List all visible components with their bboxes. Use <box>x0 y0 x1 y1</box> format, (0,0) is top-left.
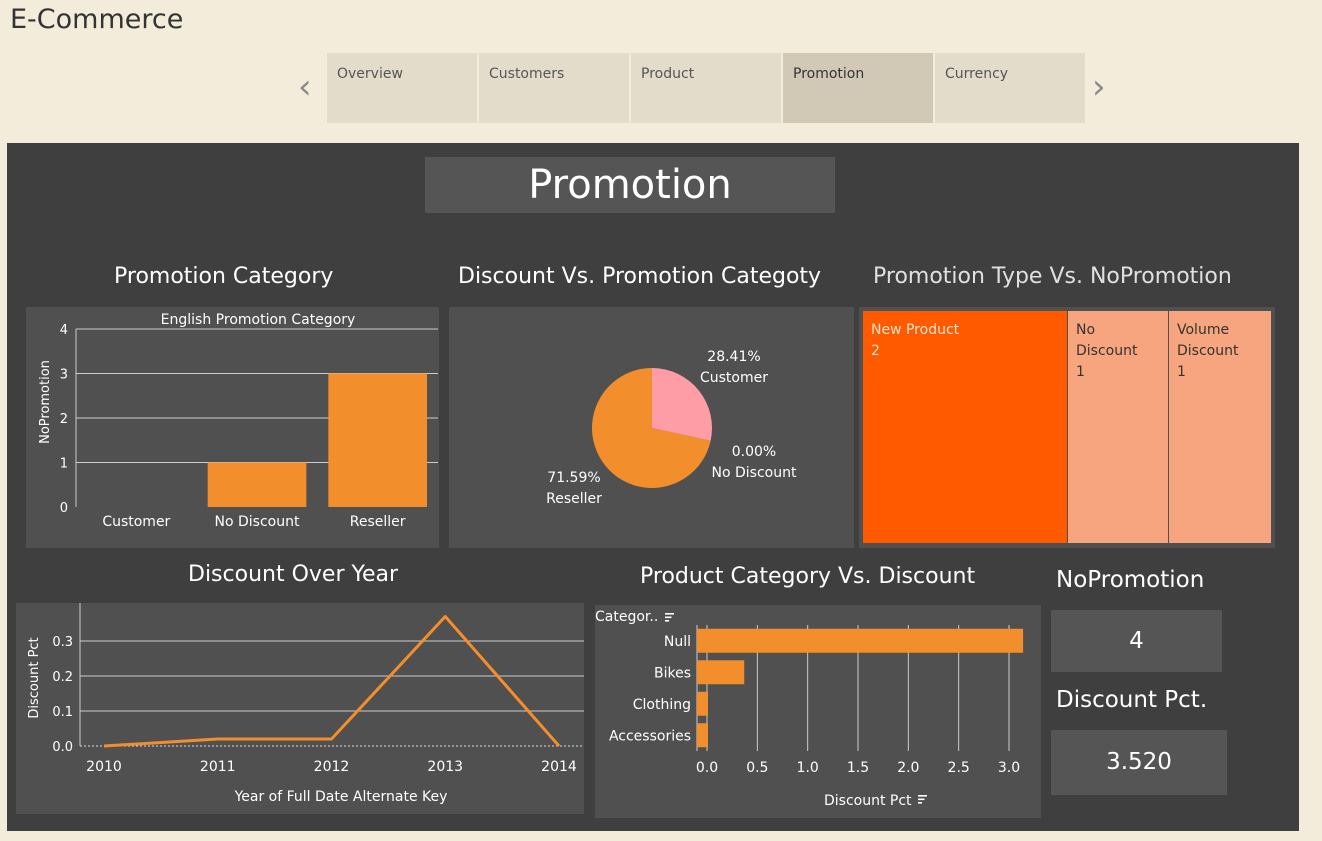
x-tick-label: 0.0 <box>696 760 718 776</box>
y-axis-label: Discount Pct <box>27 637 42 718</box>
discount-pie-panel: 28.41% Customer 0.00% No Discount 71.59%… <box>449 307 854 548</box>
treemap-cell-label: Volume Discount <box>1177 322 1239 359</box>
x-tick-label: No Discount <box>215 514 300 530</box>
y-tick-label: 0.0 <box>52 740 73 755</box>
x-tick-label: 2.0 <box>897 760 919 776</box>
x-axis-label: Year of Full Date Alternate Key <box>234 789 448 805</box>
x-tick-label: 2012 <box>314 759 350 775</box>
story-tabs: Overview Customers Product Promotion Cur… <box>327 53 1085 123</box>
page-title: Promotion <box>425 157 835 213</box>
x-axis-label: Discount Pct <box>824 793 912 809</box>
series-line <box>103 615 561 748</box>
pie-slice <box>652 368 712 441</box>
discount-over-year-title: Discount Over Year <box>188 562 399 587</box>
category-axis-header: Categor.. <box>595 609 658 625</box>
treemap-cell-label: New Product <box>871 322 960 338</box>
pie-label-customer: Customer <box>700 370 768 386</box>
y-tick-label: 0.3 <box>52 635 73 650</box>
treemap-cell-no-discount[interactable]: No Discount 1 <box>1068 311 1168 543</box>
bar <box>328 373 427 507</box>
chevron-right-icon[interactable]: › <box>1092 67 1106 107</box>
pie-label-reseller-pct: 71.59% <box>547 470 600 486</box>
y-tick-label: Clothing <box>633 697 691 713</box>
x-tick-label: 2010 <box>86 759 122 775</box>
treemap-cell-volume-discount[interactable]: Volume Discount 1 <box>1169 311 1271 543</box>
sort-icon[interactable] <box>665 613 674 622</box>
pie-label-reseller: Reseller <box>546 491 602 507</box>
sort-icon[interactable] <box>918 795 927 804</box>
dashboard: Promotion Promotion Category English Pro… <box>7 143 1299 831</box>
promotion-category-bar-chart[interactable]: English Promotion Category NoPromotion 0… <box>26 307 439 548</box>
x-tick-label: 2.5 <box>948 760 970 776</box>
pie-label-nodiscount-pct: 0.00% <box>732 444 776 460</box>
treemap-panel: New Product 2 No Discount 1 Volume Disco… <box>859 307 1275 548</box>
treemap-cell-value: 1 <box>1076 364 1085 380</box>
y-tick-label: 0.2 <box>52 670 73 685</box>
y-tick-label: 4 <box>60 323 68 338</box>
nopromotion-kpi-value: 4 <box>1051 610 1222 672</box>
discount-kpi-value: 3.520 <box>1051 730 1227 795</box>
promotion-category-panel: English Promotion Category NoPromotion 0… <box>26 307 439 548</box>
bar-chart-header: English Promotion Category <box>161 312 356 328</box>
chevron-left-icon[interactable]: ‹ <box>298 67 312 107</box>
bar <box>697 628 1024 653</box>
bar <box>697 691 709 716</box>
pie-label-customer-pct: 28.41% <box>707 349 760 365</box>
y-axis-label: NoPromotion <box>38 360 53 444</box>
discount-line-chart[interactable]: Discount Pct Year of Full Date Alternate… <box>16 603 584 814</box>
y-tick-label: 0 <box>60 501 68 516</box>
discount-pie-chart[interactable]: 28.41% Customer 0.00% No Discount 71.59%… <box>449 307 854 548</box>
bar <box>697 723 709 748</box>
x-tick-label: Reseller <box>350 514 406 530</box>
treemap-cell-label: No Discount <box>1076 322 1138 359</box>
y-tick-label: 3 <box>60 368 68 383</box>
tab-promotion[interactable]: Promotion <box>783 53 933 123</box>
x-tick-label: 2013 <box>427 759 463 775</box>
discount-kpi-label: Discount Pct. <box>1056 687 1208 713</box>
treemap-cell-value: 2 <box>871 343 880 359</box>
promotion-category-title: Promotion Category <box>114 264 334 289</box>
y-tick-label: Null <box>664 634 691 650</box>
bar <box>207 462 307 507</box>
x-tick-label: 1.0 <box>797 760 819 776</box>
x-tick-label: 2014 <box>541 759 577 775</box>
y-tick-label: 1 <box>60 457 68 472</box>
y-tick-label: 2 <box>60 412 68 427</box>
pie-label-nodiscount: No Discount <box>712 465 797 481</box>
x-tick-label: Customer <box>102 514 170 530</box>
pie-slice <box>592 368 711 488</box>
bar <box>697 660 745 685</box>
nopromotion-kpi-label: NoPromotion <box>1056 567 1205 593</box>
x-tick-label: 0.5 <box>746 760 768 776</box>
treemap-cell-new-product[interactable]: New Product 2 <box>863 311 1067 543</box>
y-tick-label: Bikes <box>654 665 691 681</box>
promotion-type-title: Promotion Type Vs. NoPromotion <box>873 264 1232 289</box>
x-tick-label: 2011 <box>200 759 236 775</box>
y-tick-label: 0.1 <box>52 705 73 720</box>
y-tick-label: Accessories <box>609 728 691 744</box>
treemap-cell-value: 1 <box>1177 364 1186 380</box>
tab-currency[interactable]: Currency <box>935 53 1085 123</box>
x-tick-label: 3.0 <box>998 760 1020 776</box>
product-category-title: Product Category Vs. Discount <box>640 564 976 589</box>
tab-overview[interactable]: Overview <box>327 53 477 123</box>
product-category-panel: Categor.. Discount Pct 0.0 0.5 1.0 1.5 2.0 2.… <box>595 605 1041 818</box>
tab-product[interactable]: Product <box>631 53 781 123</box>
tab-customers[interactable]: Customers <box>479 53 629 123</box>
product-category-bar-chart[interactable]: Categor.. Discount Pct 0.0 0.5 1.0 1.5 2.0 2.… <box>595 605 1041 818</box>
app-title: E-Commerce <box>10 4 184 35</box>
discount-line-panel: Discount Pct Year of Full Date Alternate… <box>16 603 584 814</box>
discount-vs-category-title: Discount Vs. Promotion Categoty <box>458 264 822 289</box>
x-tick-label: 1.5 <box>847 760 869 776</box>
